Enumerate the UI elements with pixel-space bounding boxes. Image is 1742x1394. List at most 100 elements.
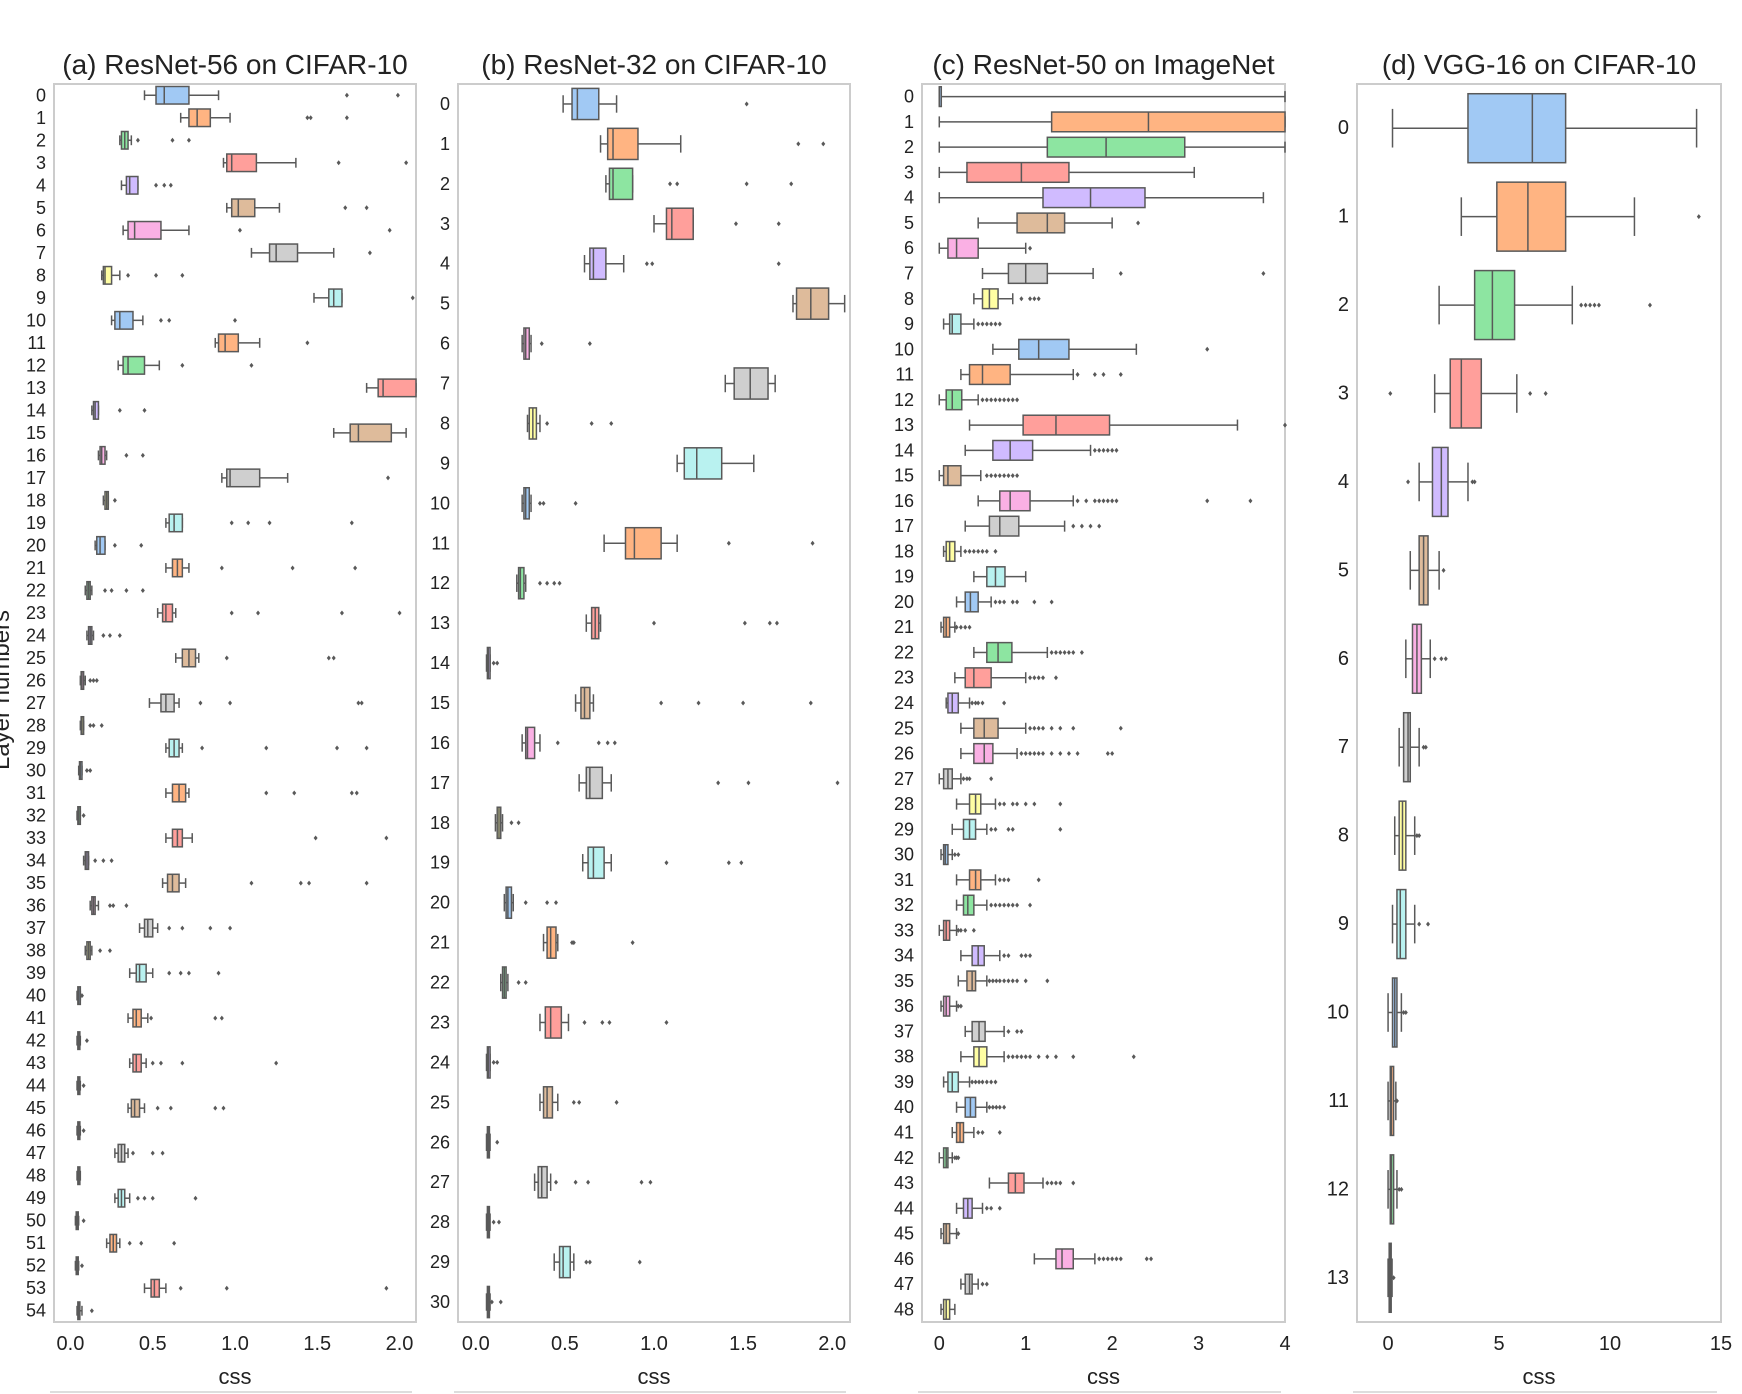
outlier-point xyxy=(124,452,129,458)
box-body xyxy=(150,1278,161,1298)
outlier-point xyxy=(605,740,610,746)
outlier-point xyxy=(571,940,576,946)
outlier-point xyxy=(1015,1054,1020,1060)
x-tick-label: 10 xyxy=(1599,1333,1621,1355)
outlier-point xyxy=(993,397,998,403)
box-33 xyxy=(938,919,976,941)
x-tick-label: 2 xyxy=(1107,1333,1118,1355)
x-tick-label: 1.0 xyxy=(221,1333,249,1355)
outlier-point xyxy=(993,826,998,832)
outlier-point xyxy=(112,497,117,503)
outlier-point xyxy=(305,115,310,121)
outlier-point xyxy=(1443,656,1448,662)
y-tick-label: 16 xyxy=(894,491,914,511)
outlier-point xyxy=(1441,567,1446,573)
y-tick-label: 27 xyxy=(894,769,914,789)
outlier-point xyxy=(1058,1180,1063,1186)
plot-frame xyxy=(1356,83,1722,1323)
outlier-point xyxy=(958,927,963,933)
box-body xyxy=(973,1046,988,1068)
outlier-point xyxy=(596,740,601,746)
outlier-point xyxy=(537,580,542,586)
outlier-point xyxy=(167,970,172,976)
outlier-point xyxy=(1144,1256,1149,1262)
outlier-point xyxy=(961,776,966,782)
outlier-point xyxy=(1036,877,1041,883)
box-body xyxy=(544,1006,563,1039)
box-23 xyxy=(539,1006,669,1039)
outlier-point xyxy=(81,1128,86,1134)
y-tick-label: 6 xyxy=(36,220,46,240)
outlier-point xyxy=(158,317,163,323)
outlier-point xyxy=(664,860,669,866)
x-tick-label: 15 xyxy=(1710,1333,1732,1355)
box-31 xyxy=(165,783,359,803)
box-35 xyxy=(161,873,369,893)
outlier-point xyxy=(126,272,131,278)
box-18 xyxy=(102,490,117,510)
outlier-point xyxy=(987,1104,992,1110)
y-tick-label: 54 xyxy=(26,1301,46,1321)
outlier-point xyxy=(1049,1180,1054,1186)
outlier-point xyxy=(587,1259,592,1265)
outlier-point xyxy=(1097,447,1102,453)
outlier-point xyxy=(1002,902,1007,908)
y-tick-label: 22 xyxy=(26,580,46,600)
box-body xyxy=(125,175,139,195)
box-17 xyxy=(221,468,391,488)
outlier-point xyxy=(339,610,344,616)
box-49 xyxy=(114,1188,198,1208)
outlier-point xyxy=(1049,751,1054,757)
y-tick-label: 30 xyxy=(894,845,914,865)
y-tick-label: 7 xyxy=(440,374,450,394)
box-body xyxy=(542,1086,554,1119)
box-body xyxy=(1046,136,1186,158)
outlier-point xyxy=(130,1150,135,1156)
outlier-point xyxy=(124,587,129,593)
box-46 xyxy=(1033,1248,1154,1270)
outlier-point xyxy=(1032,801,1037,807)
outlier-point xyxy=(541,500,546,506)
outlier-point xyxy=(1105,447,1110,453)
y-tick-label: 16 xyxy=(26,445,46,465)
box-body xyxy=(683,447,723,480)
outlier-point xyxy=(1136,220,1141,226)
outlier-point xyxy=(990,978,995,984)
outlier-point xyxy=(984,1079,989,1085)
y-tick-label: 48 xyxy=(894,1299,914,1319)
box-25 xyxy=(175,648,336,668)
outlier-point xyxy=(170,137,175,143)
outlier-point xyxy=(344,92,349,98)
y-tick-label: 5 xyxy=(440,294,450,314)
outlier-point xyxy=(359,700,364,706)
y-tick-label: 17 xyxy=(430,773,450,793)
y-tick-label: 13 xyxy=(26,378,46,398)
outlier-point xyxy=(742,620,747,626)
outlier-point xyxy=(249,880,254,886)
y-tick-label: 24 xyxy=(430,1052,450,1072)
box-body xyxy=(135,963,147,983)
outlier-point xyxy=(200,745,205,751)
box-body xyxy=(1007,1172,1025,1194)
box-0 xyxy=(938,86,1286,108)
outlier-point xyxy=(149,1015,154,1021)
box-54 xyxy=(76,1301,94,1321)
box-body xyxy=(606,127,639,161)
y-tick-label: 15 xyxy=(430,693,450,713)
box-50 xyxy=(74,1211,86,1231)
panel-title: (a) ResNet-56 on CIFAR-10 xyxy=(62,49,407,80)
outlier-point xyxy=(726,860,731,866)
y-tick-label: 43 xyxy=(894,1173,914,1193)
box-30 xyxy=(77,760,93,781)
box-2 xyxy=(1438,269,1652,341)
outlier-point xyxy=(135,137,140,143)
box-16 xyxy=(97,445,145,465)
outlier-point xyxy=(1032,751,1037,757)
box-9 xyxy=(313,288,415,308)
box-26 xyxy=(485,1125,500,1159)
y-tick-label: 8 xyxy=(440,413,450,433)
box-12 xyxy=(516,566,562,600)
box-8 xyxy=(526,407,614,440)
y-tick-label: 25 xyxy=(430,1092,450,1112)
outlier-point xyxy=(109,587,114,593)
